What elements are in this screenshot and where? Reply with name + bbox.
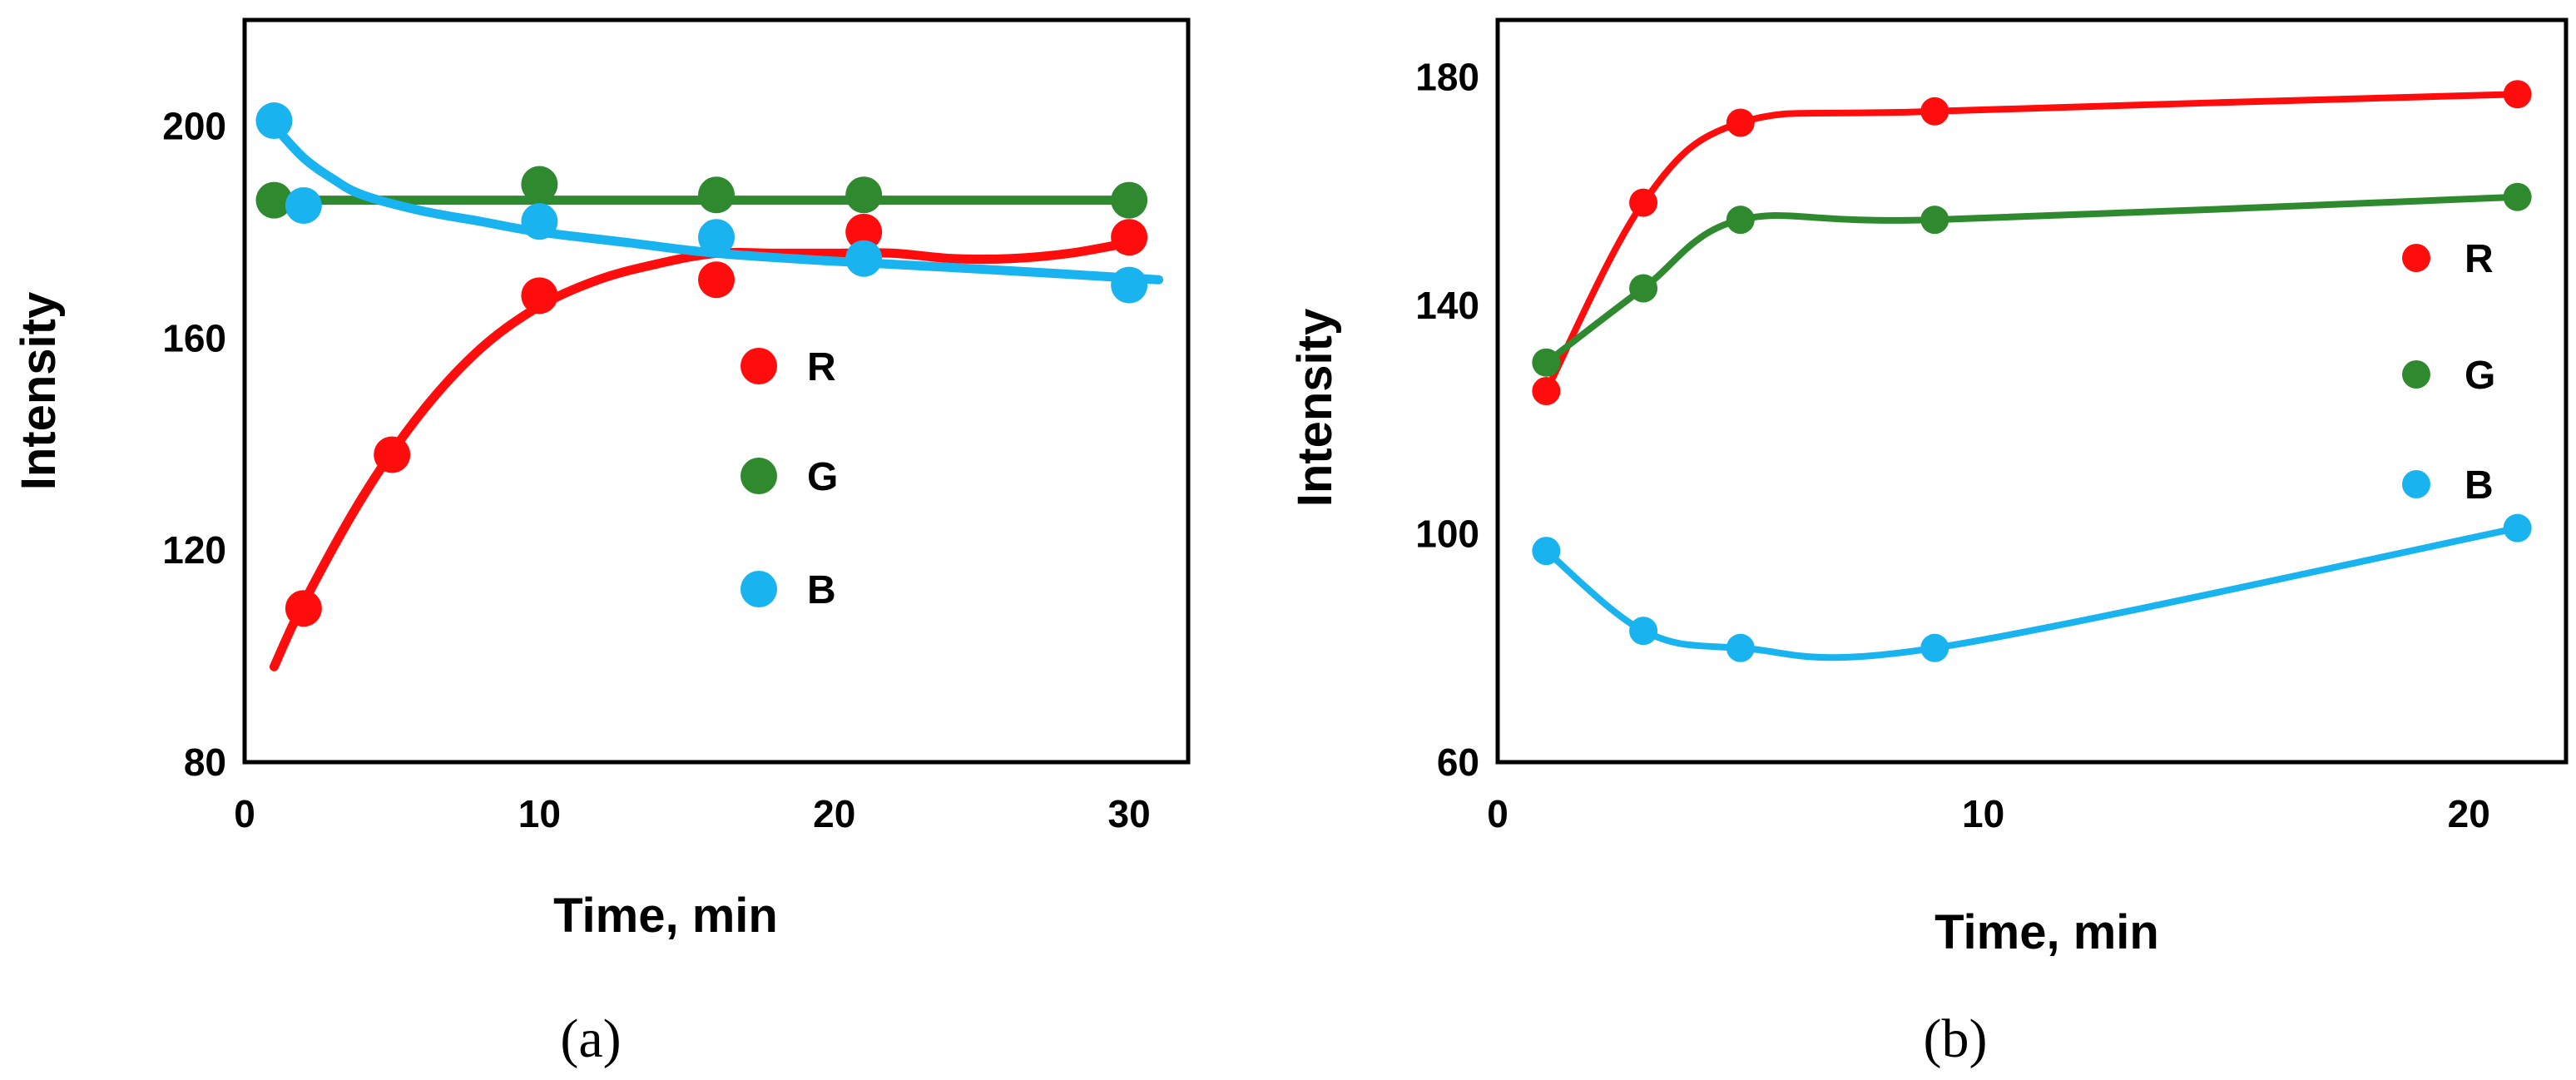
panel-a-legend-marker-G xyxy=(741,458,777,494)
panel-a-y-tick-label: 160 xyxy=(162,316,226,359)
panel-a-series-G-point xyxy=(521,166,558,203)
panel-b-y-tick-label: 180 xyxy=(1415,56,1479,99)
panel-b-series-R-point xyxy=(1920,97,1949,126)
panel-b-legend-label-G: G xyxy=(2465,354,2495,398)
panel-a-series-R-point xyxy=(1111,219,1148,256)
panel-a-series-B-line xyxy=(269,121,1164,285)
panel-b-series-G-point xyxy=(1726,206,1755,235)
panel-b-legend-marker-B xyxy=(2402,470,2430,498)
panel-b-x-tick-label: 20 xyxy=(2448,792,2490,835)
panel-a-series-B-point xyxy=(255,102,293,140)
panel-a-x-axis-label: Time, min xyxy=(553,889,778,943)
panel-b-series-B-point xyxy=(2503,513,2532,542)
panel-a-x-tick-label: 0 xyxy=(234,792,255,835)
panel-b-series-R-point xyxy=(1629,188,1658,217)
panel-a-series-B-point xyxy=(521,203,558,240)
panel-a-series-R-point xyxy=(285,590,322,627)
panel-a-series-R-point xyxy=(698,261,735,299)
panel-a-legend-label-R: R xyxy=(807,345,836,389)
panel-a-x-tick-label: 20 xyxy=(813,792,855,835)
panel-b-y-tick-label: 100 xyxy=(1415,513,1479,556)
panel-b-series-G-point xyxy=(1532,348,1561,377)
panel-b-plot-frame xyxy=(1495,17,2569,765)
panel-a-y-tick-label: 120 xyxy=(162,528,226,572)
panel-b-series-B-point xyxy=(1920,633,1949,662)
panel-b-series-R-point xyxy=(1532,377,1561,405)
panel-b-y-tick-label: 140 xyxy=(1415,284,1479,327)
panel-b-series-B-point xyxy=(1532,537,1561,566)
panel-a-legend-label-B: B xyxy=(807,568,836,612)
panel-b-x-tick-label: 10 xyxy=(1962,792,2004,835)
panel-a-y-tick-label: 200 xyxy=(162,104,226,147)
panel-a-x-tick-label: 10 xyxy=(518,792,561,835)
panel-a-series-B-point xyxy=(1111,266,1148,304)
panel-a-series-G-point xyxy=(845,176,883,214)
panel-a-series-B-point xyxy=(845,240,883,277)
panel-b-label: (b) xyxy=(1924,1008,1988,1069)
panel-a-y-axis-label: Intensity xyxy=(12,292,66,491)
panel-a-series-G-point xyxy=(255,181,293,219)
panel-b-legend-label-R: R xyxy=(2465,237,2494,281)
panel-a-legend-marker-B xyxy=(741,571,777,607)
panel-b-series-R-line xyxy=(1543,91,2521,394)
panel-b-series-R-point xyxy=(1726,108,1755,137)
panel-b-series-B-point xyxy=(1726,633,1755,662)
panel-a-plot-frame xyxy=(242,17,1191,765)
panel-b-series-G-point xyxy=(1920,206,1949,235)
panel-b-series-R-point xyxy=(2503,80,2532,109)
panel-a-legend-label-G: G xyxy=(807,455,838,499)
panel-a-chart: 80 120 160 200 0 10 20 30 R G B Time, min Intensi… xyxy=(12,17,1191,1069)
panel-a-legend-marker-R xyxy=(741,348,777,384)
panel-a-y-tick-label: 80 xyxy=(184,741,226,784)
panel-b-series-B-point xyxy=(1629,617,1658,646)
panel-b-legend-marker-G xyxy=(2402,360,2430,389)
panel-a-series-B-point xyxy=(285,187,322,224)
panel-b-legend-label-B: B xyxy=(2465,463,2494,508)
panel-a-series-R-point xyxy=(845,213,883,250)
panel-b-y-tick-label: 60 xyxy=(1437,741,1479,784)
panel-a-x-tick-label: 30 xyxy=(1108,792,1151,835)
panel-a-series-G-point xyxy=(698,176,735,214)
panel-b-series-G-point xyxy=(1629,274,1658,303)
panel-b-y-axis-label: Intensity xyxy=(1288,309,1342,508)
panel-a-series-G-point xyxy=(1111,181,1148,219)
panel-a-series-R-point xyxy=(374,436,411,473)
panel-a-series-R-line xyxy=(269,238,1134,671)
panel-a-series-B-point xyxy=(698,219,735,256)
panel-b-x-axis-label: Time, min xyxy=(1934,905,2159,959)
panel-a-label: (a) xyxy=(560,1008,621,1069)
panel-b-x-tick-label: 0 xyxy=(1487,792,1508,835)
panel-a-series-R-point xyxy=(521,277,558,315)
panel-b-chart: 60 100 140 180 0 10 20 R G B Time, min Intensity… xyxy=(1288,17,2569,1069)
panel-b-series-G-point xyxy=(2503,182,2532,211)
panel-b-legend-marker-R xyxy=(2402,244,2430,272)
